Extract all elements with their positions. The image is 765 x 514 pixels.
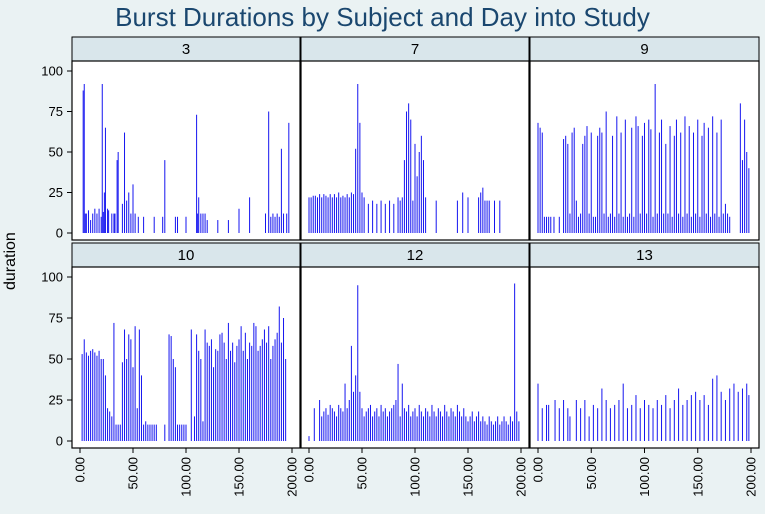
x-tick-label: 50.00 — [126, 457, 141, 490]
y-tick-label: 25 — [49, 393, 63, 408]
x-tick-label: 0.00 — [73, 457, 88, 482]
facet-strip — [300, 36, 530, 62]
facet-panel-3: 3 0 25 50 75 100 — [41, 36, 301, 241]
facet-label: 7 — [411, 41, 419, 58]
facet-label: 12 — [407, 247, 424, 264]
plot-area — [71, 266, 301, 449]
facet-strip — [71, 36, 301, 62]
y-tick-label: 0 — [56, 434, 63, 449]
x-tick-label: 150.00 — [232, 457, 247, 497]
facet-label: 10 — [178, 247, 195, 264]
x-tick-label: 100.00 — [637, 457, 652, 497]
x-tick-label: 150.00 — [461, 457, 476, 497]
x-tick-label: 200.00 — [744, 457, 759, 497]
y-tick-label: 25 — [49, 185, 63, 200]
facet-strip — [529, 36, 760, 62]
x-tick-label: 0.00 — [302, 457, 317, 482]
y-tick-label: 100 — [41, 64, 63, 79]
x-tick-label: 50.00 — [355, 457, 370, 490]
x-tick-label: 0.00 — [531, 457, 546, 482]
facet-label: 13 — [636, 247, 653, 264]
y-tick-label: 75 — [49, 311, 63, 326]
x-tick-label: 100.00 — [179, 457, 194, 497]
x-tick-label: 200.00 — [285, 457, 300, 497]
x-tick-label: 200.00 — [514, 457, 529, 497]
plot-area — [71, 60, 301, 241]
y-tick-label: 0 — [56, 226, 63, 241]
chart-title: Burst Durations by Subject and Day into … — [115, 2, 650, 32]
y-tick-label: 100 — [41, 270, 63, 285]
facet-label: 3 — [182, 41, 190, 58]
x-tick-label: 100.00 — [408, 457, 423, 497]
y-tick-label: 50 — [49, 352, 63, 367]
facet-panel-12: 12 0.00 50.00 100.00 150.00 200.00 — [300, 242, 530, 497]
facet-label: 9 — [640, 41, 648, 58]
facet-panel-13: 13 0.00 50.00 100.00 150.00 200.00 — [529, 242, 760, 497]
y-tick-label: 75 — [49, 104, 63, 119]
x-tick-label: 50.00 — [584, 457, 599, 490]
facet-panel-7: 7 — [300, 36, 530, 241]
x-tick-label: 150.00 — [690, 457, 705, 497]
y-tick-label: 50 — [49, 145, 63, 160]
facet-panel-9: 9 — [529, 36, 760, 241]
